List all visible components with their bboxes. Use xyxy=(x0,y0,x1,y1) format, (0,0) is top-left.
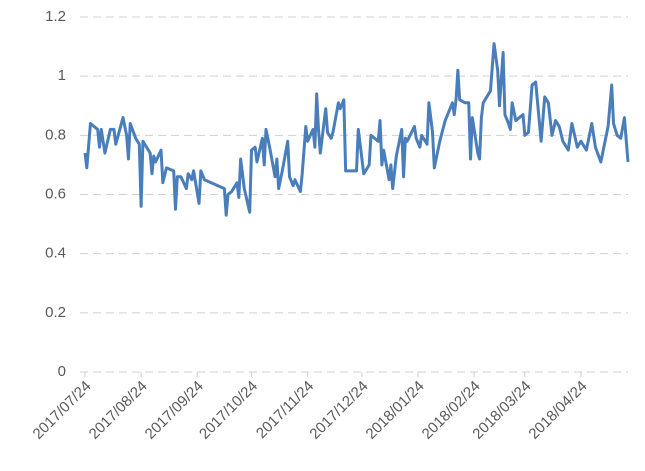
y-tick-label: 0 xyxy=(58,363,66,380)
x-tick-label: 2018/01/24 xyxy=(363,378,428,443)
y-tick-label: 1 xyxy=(58,67,66,84)
x-tick-label: 2017/07/24 xyxy=(30,378,95,443)
line-series xyxy=(83,42,630,217)
y-tick-label: 0.8 xyxy=(45,126,66,143)
x-tick-label: 2017/10/24 xyxy=(196,378,261,443)
x-tick-label: 2017/12/24 xyxy=(306,378,371,443)
x-tick-label: 2017/08/24 xyxy=(86,378,151,443)
y-tick-label: 1.2 xyxy=(45,8,66,25)
y-tick-label: 0.4 xyxy=(45,245,66,262)
y-tick-label: 0.6 xyxy=(45,185,66,202)
y-tick-label: 0.2 xyxy=(45,304,66,321)
x-tick-label: 2018/04/24 xyxy=(525,378,590,443)
